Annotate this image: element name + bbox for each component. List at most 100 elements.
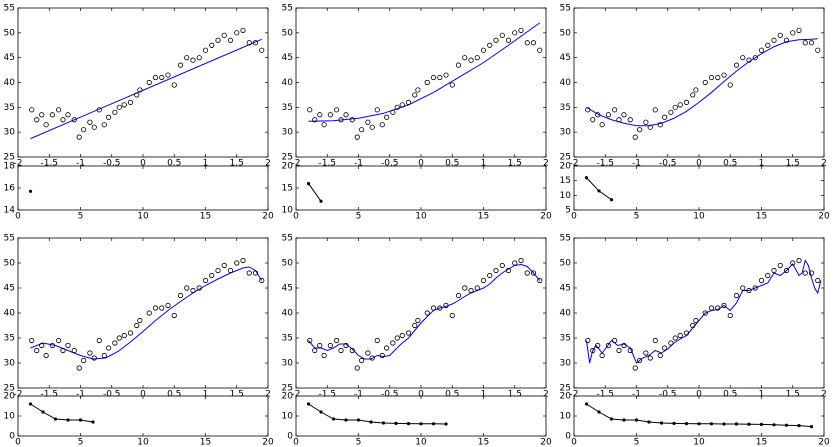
x-tick-label: -2 (292, 159, 301, 169)
data-point (474, 55, 480, 61)
data-point (518, 257, 524, 264)
data-point (317, 112, 323, 118)
data-point (49, 342, 55, 349)
x-tick-label: 1 (203, 159, 209, 169)
x-tick-label: 2 (821, 390, 827, 400)
data-point (537, 277, 543, 284)
data-point (354, 134, 360, 140)
y-tick-label: 16 (4, 184, 16, 194)
data-point (56, 337, 62, 344)
y-tick-label: 40 (560, 78, 572, 88)
data-point (627, 347, 633, 354)
data-point (379, 352, 385, 359)
data-point (595, 112, 601, 118)
y-tick-label: 10 (282, 412, 294, 422)
data-point (683, 99, 690, 105)
data-point (590, 117, 596, 123)
data-point (49, 112, 55, 118)
data-point (334, 337, 340, 344)
y-tick-label: 55 (4, 4, 15, 14)
data-point (312, 117, 318, 123)
error-point (319, 199, 323, 203)
data-point (96, 337, 102, 344)
data-point (752, 55, 758, 61)
y-tick-label: 30 (4, 359, 16, 369)
x-tick-label: -1 (632, 390, 641, 400)
data-point (530, 40, 537, 46)
data-point (487, 42, 493, 48)
data-point (627, 117, 633, 123)
data-point (146, 310, 152, 316)
x-tick-label: 15 (200, 212, 211, 222)
data-point (796, 27, 802, 33)
data-point (394, 104, 400, 110)
data-point (152, 305, 159, 311)
error-point (344, 418, 348, 422)
data-point (165, 72, 171, 78)
y-tick-label: 14 (4, 206, 16, 216)
error-point (722, 422, 726, 426)
data-point (365, 119, 371, 125)
x-tick-label: 0.5 (167, 159, 181, 169)
y-tick-label: 50 (560, 28, 572, 38)
x-tick-label: -2 (14, 159, 23, 169)
data-point (227, 37, 234, 43)
plot-frame (17, 165, 269, 211)
data-point (746, 57, 752, 63)
data-point (740, 55, 746, 61)
data-point (777, 32, 783, 38)
data-point (394, 335, 400, 341)
error-point (66, 418, 70, 422)
data-point (480, 47, 487, 53)
data-point (493, 267, 499, 274)
x-tick-label: -2 (570, 390, 579, 400)
x-tick-label: 1 (759, 159, 765, 169)
data-point (487, 272, 493, 279)
data-point (127, 99, 134, 105)
x-tick-label: -1 (76, 390, 85, 400)
x-tick-label: -0.5 (103, 390, 121, 400)
data-point (101, 122, 107, 128)
data-point (374, 107, 380, 113)
data-point (29, 337, 35, 344)
data-point (647, 355, 653, 361)
y-tick-label: 25 (4, 384, 15, 394)
x-tick-label: 1.5 (230, 159, 244, 169)
y-tick-label: 30 (282, 128, 294, 138)
fit-curve (308, 263, 541, 360)
data-point (221, 32, 227, 38)
x-tick-label: -1.5 (596, 390, 614, 400)
data-point (715, 305, 721, 311)
plot-frame (573, 165, 825, 211)
data-point (196, 285, 202, 291)
data-point (390, 109, 396, 115)
data-point (808, 40, 815, 46)
data-point (81, 127, 87, 133)
x-tick-label: 1.5 (786, 159, 800, 169)
data-point (112, 340, 118, 346)
error-point (747, 422, 751, 426)
y-tick-label: 20 (282, 392, 294, 402)
data-point (727, 312, 733, 319)
data-point (612, 337, 618, 344)
x-tick-label: 1.5 (230, 390, 244, 400)
data-point (605, 342, 611, 349)
y-tick-label: 30 (560, 128, 572, 138)
data-point (815, 47, 821, 53)
data-point (307, 337, 313, 344)
x-tick-label: 10 (693, 438, 705, 447)
data-point (765, 42, 771, 48)
data-point (91, 124, 97, 130)
data-point (91, 355, 97, 361)
data-point (652, 107, 658, 113)
data-point (462, 285, 468, 291)
y-tick-label: 55 (560, 4, 571, 14)
x-tick-label: 0 (293, 438, 299, 447)
y-tick-label: 30 (4, 128, 16, 138)
data-point (657, 122, 663, 128)
x-tick-label: 0 (696, 159, 702, 169)
error-line (308, 403, 447, 425)
plot-frame (17, 237, 269, 389)
x-tick-label: -2 (570, 159, 579, 169)
